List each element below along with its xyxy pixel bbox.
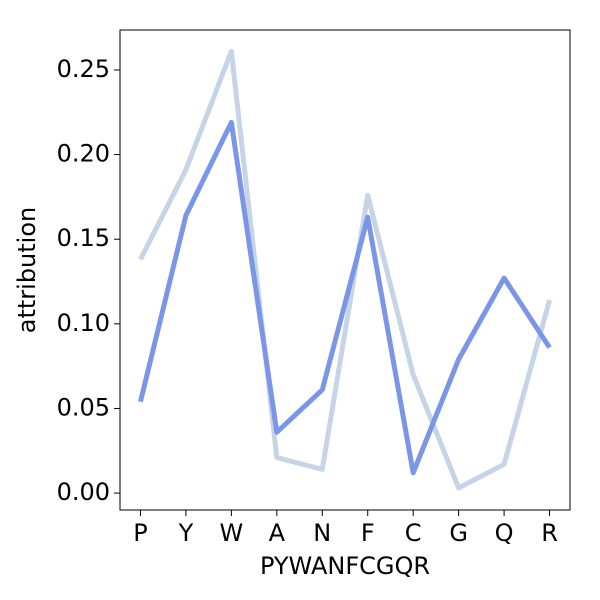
y-tick-label: 0.10 <box>57 309 110 337</box>
x-tick-label: Y <box>178 519 194 547</box>
y-tick-label: 0.15 <box>57 224 110 252</box>
x-tick-label: R <box>541 519 558 547</box>
x-tick-label: W <box>219 519 243 547</box>
y-tick-label: 0.00 <box>57 478 110 506</box>
y-tick-label: 0.20 <box>57 140 110 168</box>
x-tick-label: C <box>405 519 422 547</box>
x-axis-label: PYWANFCGQR <box>260 552 430 580</box>
x-tick-label: P <box>133 519 147 547</box>
y-tick-label: 0.25 <box>57 55 110 83</box>
x-tick-label: G <box>449 519 468 547</box>
y-axis-label: attribution <box>13 207 41 333</box>
y-tick-label: 0.05 <box>57 393 110 421</box>
x-tick-label: F <box>361 519 375 547</box>
plot-frame <box>119 29 571 511</box>
x-tick-label: Q <box>495 519 514 547</box>
line-series <box>138 48 552 491</box>
x-tick-label: N <box>313 519 331 547</box>
line-series <box>138 119 552 476</box>
x-tick-label: A <box>269 519 286 547</box>
